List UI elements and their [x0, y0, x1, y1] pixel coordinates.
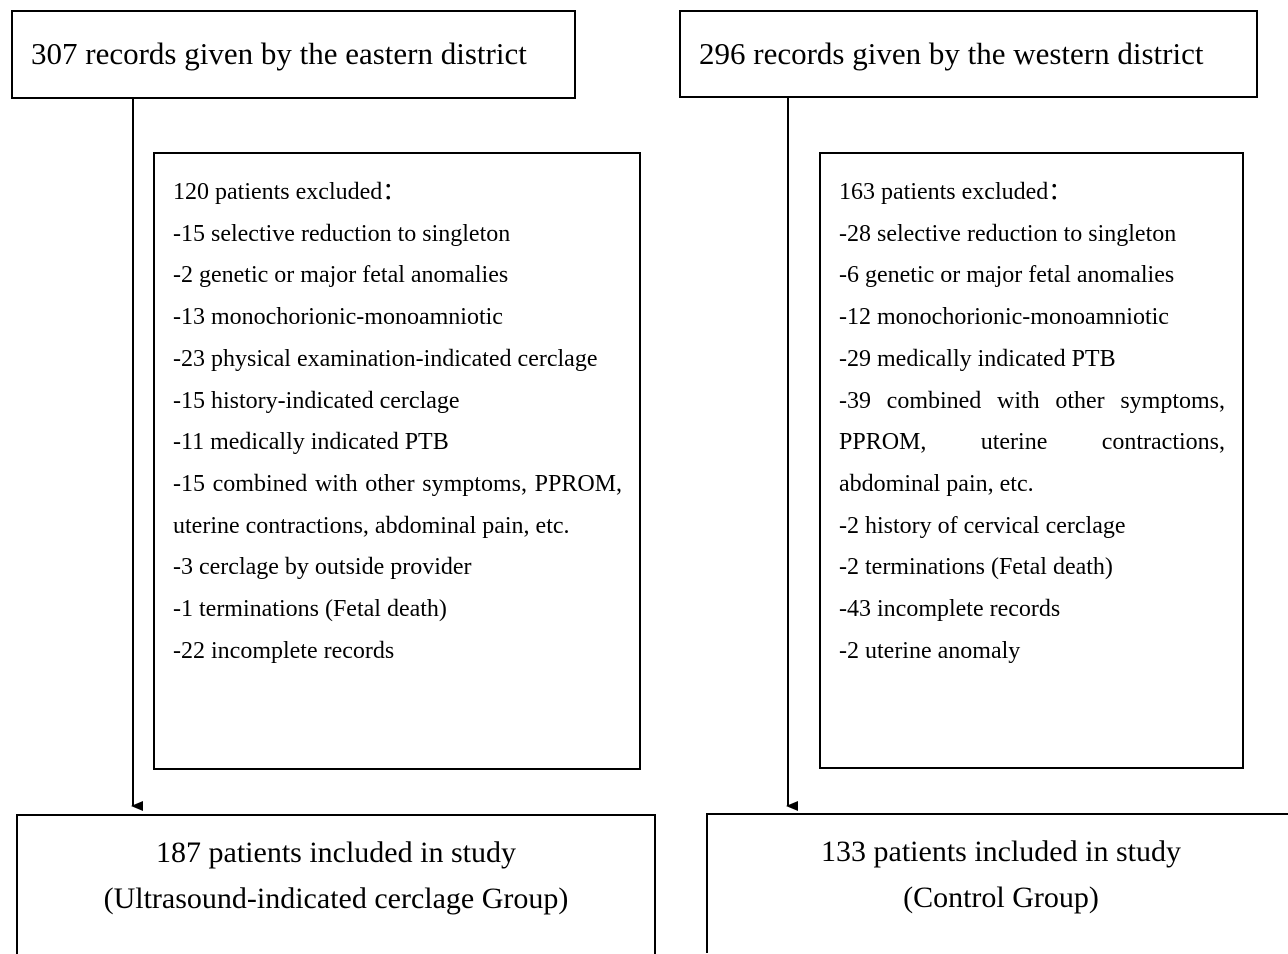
exclusion-item: -39 combined with other symptoms, PPROM,… — [839, 387, 1225, 497]
exclusion-item: -28 selective reduction to singleton — [839, 220, 1177, 247]
exclusion-item: -43 incomplete records — [839, 596, 1061, 623]
exclusion-item: -3 cerclage by outside provider — [173, 554, 472, 581]
included-line: (Control Group) — [903, 881, 1099, 914]
exclusion-item: -2 terminations (Fetal death) — [839, 554, 1113, 581]
exclusion-item: -29 medically indicated PTB — [839, 345, 1116, 372]
included-box: 187 patients included in study (Ultrasoun… — [16, 814, 656, 954]
exclusion-item: -23 physical examination-indicated cercl… — [173, 345, 598, 372]
included-box: 133 patients included in study (Control G… — [706, 813, 1288, 953]
exclusion-item: -1 terminations (Fetal death) — [173, 596, 447, 623]
included-line: 187 patients included in study — [156, 836, 516, 869]
exclusion-box: 163 patients excluded： -28 selective red… — [819, 152, 1244, 769]
included-line: 133 patients included in study — [821, 835, 1181, 868]
exclusion-item: -15 history-indicated cerclage — [173, 387, 460, 414]
exclusion-item: -6 genetic or major fetal anomalies — [839, 262, 1175, 289]
exclusion-item: -13 monochorionic-monoamniotic — [173, 304, 503, 331]
exclusion-item: -11 medically indicated PTB — [173, 429, 449, 456]
exclusion-item: -15 selective reduction to singleton — [173, 220, 511, 247]
exclusion-item: -22 incomplete records — [173, 637, 395, 664]
exclusion-item: -12 monochorionic-monoamniotic — [839, 304, 1169, 331]
exclusion-title: 163 patients excluded： — [839, 179, 1073, 205]
source-box: 307 records given by the eastern distric… — [11, 10, 576, 99]
exclusion-box: 120 patients excluded： -15 selective red… — [153, 152, 641, 770]
exclusion-item: -2 genetic or major fetal anomalies — [173, 262, 509, 289]
source-box: 296 records given by the western distric… — [679, 10, 1258, 98]
included-line: (Ultrasound-indicated cerclage Group) — [103, 882, 569, 915]
exclusion-item: -2 uterine anomaly — [839, 637, 1021, 664]
exclusion-title: 120 patients excluded： — [173, 179, 407, 205]
exclusion-item: -15 combined with other symptoms, PPROM,… — [173, 470, 622, 539]
exclusion-item: -2 history of cervical cerclage — [839, 512, 1126, 539]
